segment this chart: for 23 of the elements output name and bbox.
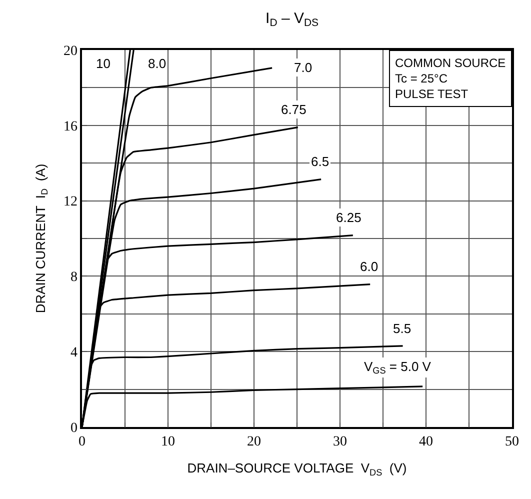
series-label: 6.5 [311,154,330,169]
series-label: 10 [96,56,110,71]
x-axis-title: DRAIN–SOURCE VOLTAGE V$_{DS}$ (V) [187,460,407,478]
x-tick-label: 50 [505,434,519,450]
chart-title: I$_{D}$ – V$_{DS}$ [266,10,319,30]
series-label: 6.0 [360,259,378,274]
y-tick-label: 12 [63,194,78,210]
x-tick-label: 10 [161,434,175,450]
series-label: 5.5 [393,321,412,336]
series-label: V$_{GS}$ = 5.0 V [364,359,432,376]
x-tick-label: 30 [333,434,347,450]
y-tick-label: 20 [63,44,78,59]
series-label: 8.0 [148,56,166,71]
series-label: 6.75 [281,102,306,117]
annotation: COMMON SOURCE Tc = 25°C PULSE TEST [395,56,506,102]
x-tick-label: 20 [247,434,261,450]
x-tick-label: 40 [419,434,433,450]
y-tick-label: 16 [63,119,78,134]
series-label: 6.25 [336,210,362,225]
y-tick-label: 8 [70,270,78,286]
y-tick-label: 0 [70,420,78,436]
y-tick-label: 4 [70,346,78,360]
series-label: 7.0 [294,60,312,75]
